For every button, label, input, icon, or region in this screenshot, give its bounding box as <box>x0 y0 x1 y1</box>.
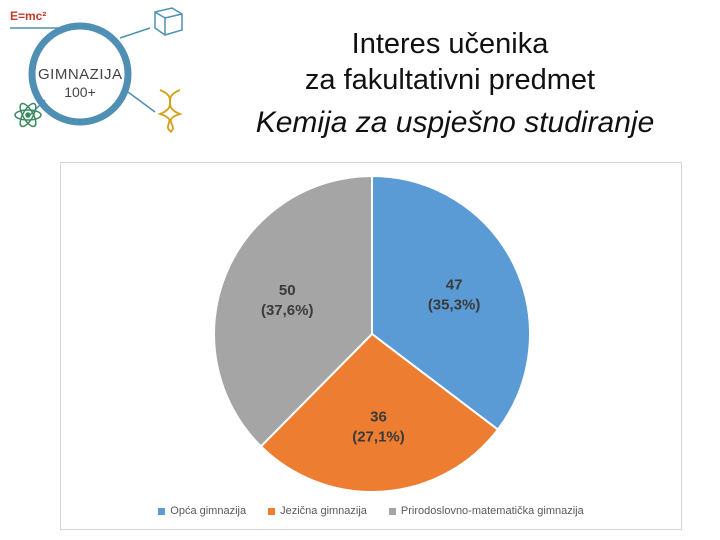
slice-percent-label: (35,3%) <box>428 296 481 313</box>
legend-swatch <box>388 507 396 515</box>
page-title-line-2: za fakultativni predmet <box>304 64 596 96</box>
page-subtitle: Kemija za uspješno studiranje <box>255 106 655 139</box>
slice-value-label: 50 <box>279 282 296 299</box>
pie-slice-2 <box>259 332 500 493</box>
pie-chart: 47 (35,3%) 36 (27,1%) 50 (37,6%) Opća gimnazi… <box>60 162 682 530</box>
page-title-line-1: Interes učenika <box>351 28 549 60</box>
slice-value-label: 47 <box>446 276 463 293</box>
pie-chart-svg: 47 (35,3%) 36 (27,1%) 50 (37,6%) <box>213 174 531 493</box>
logo-graphic <box>10 7 183 133</box>
slice-percent-label: (37,6%) <box>261 302 314 319</box>
legend-swatch <box>268 507 276 515</box>
pie-slice-3 <box>213 174 373 448</box>
legend-item: Opća gimnazija <box>158 505 246 517</box>
formula-text: E=mc² <box>10 9 47 23</box>
atom-icon <box>14 102 42 128</box>
legend-item: Jezična gimnazija <box>268 505 367 517</box>
legend-label: Prirodoslovno-matematička gimnazija <box>400 505 584 517</box>
legend-label: Jezična gimnazija <box>280 505 367 517</box>
school-logo: E=mc² GIMNAZIJA 100+ <box>0 0 200 140</box>
slice-value-label: 36 <box>370 408 387 425</box>
legend-swatch <box>158 507 166 515</box>
cube-icon <box>154 7 183 36</box>
legend-label: Opća gimnazija <box>170 505 247 517</box>
pie-slice-1 <box>371 174 531 431</box>
slice-percent-label: (27,1%) <box>352 428 405 445</box>
logo-name: GIMNAZIJA <box>38 66 123 83</box>
logo-number: 100+ <box>64 84 96 100</box>
dna-icon <box>157 89 183 133</box>
legend-item: Prirodoslovno-matematička gimnazija <box>388 505 584 517</box>
chart-legend: Opća gimnazija Jezična gimnazija Prirodosl… <box>61 505 681 517</box>
